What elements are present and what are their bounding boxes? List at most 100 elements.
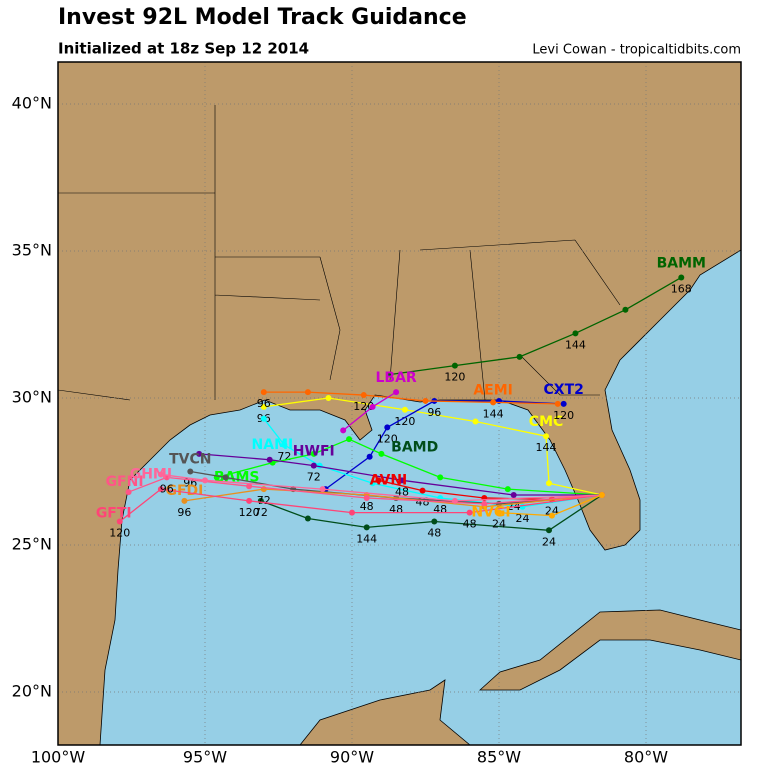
track-point <box>598 492 605 499</box>
model-label: AVNI <box>370 472 408 488</box>
track-line <box>390 276 682 376</box>
lon-label: 95°W <box>183 748 227 767</box>
track-point <box>560 400 567 407</box>
forecast-hour: 96 <box>177 506 191 519</box>
borders <box>58 105 621 401</box>
track-point <box>304 515 311 522</box>
lat-label: 35°N <box>12 241 52 260</box>
track-point <box>490 399 497 406</box>
track-line <box>128 476 602 505</box>
track-point <box>202 477 208 484</box>
track-point <box>196 450 203 457</box>
track-point <box>246 483 253 490</box>
forecast-hour: 144 <box>536 441 557 454</box>
track-point <box>363 494 370 501</box>
track-point <box>187 468 194 475</box>
forecast-hour: 96 <box>257 397 271 410</box>
track-point <box>260 403 267 410</box>
track-point <box>222 474 229 481</box>
model-label: BAMD <box>391 439 438 455</box>
model-label: GFTI <box>96 505 132 521</box>
forecast-hour: 48 <box>427 526 441 539</box>
track-point <box>678 274 685 281</box>
track-point <box>504 486 511 493</box>
model-label: TVCN <box>169 452 211 468</box>
subtitle: Initialized at 18z Sep 12 2014 <box>58 40 309 58</box>
track-point <box>340 427 347 434</box>
track-point <box>496 509 502 516</box>
graticule: 100°W 95°W 90°W 85°W 80°W 20°N 25°N 30°N 35°N 40°… <box>12 62 741 767</box>
track-point <box>246 497 253 504</box>
track-point <box>266 456 273 463</box>
title: Invest 92L Model Track Guidance <box>58 5 467 30</box>
track-point <box>451 497 458 504</box>
forecast-hour: 168 <box>671 282 692 295</box>
model-label: GFDI <box>165 483 203 499</box>
track-point <box>366 453 373 460</box>
model-label: GFNI <box>106 474 144 490</box>
track-point <box>554 400 561 407</box>
cuba <box>478 609 741 691</box>
track-point <box>349 509 355 516</box>
forecast-hour: 48 <box>433 503 447 516</box>
track-line <box>325 400 564 490</box>
track-point <box>360 392 367 399</box>
forecast-hour: 48 <box>360 500 374 513</box>
forecast-hour: 120 <box>377 432 398 445</box>
track-point <box>369 480 376 487</box>
track-point <box>369 403 376 410</box>
forecast-hour: 48 <box>389 503 403 516</box>
track-point <box>363 524 370 531</box>
track-point <box>545 480 552 487</box>
track-point <box>310 462 317 469</box>
track-point <box>125 489 132 496</box>
track-point <box>378 450 385 457</box>
forecast-hour: 120 <box>394 415 415 428</box>
track-point <box>398 477 405 484</box>
model-label: AEMI <box>473 382 513 398</box>
track-line <box>119 488 602 522</box>
track-point <box>431 518 438 525</box>
lon-label: 85°W <box>477 748 521 767</box>
track-point <box>543 433 550 440</box>
lat-label: 20°N <box>12 682 52 701</box>
track-point <box>548 512 555 519</box>
track-point <box>481 500 488 507</box>
track-point <box>157 471 164 478</box>
forecast-hour: 72 <box>257 494 271 507</box>
track-point <box>419 487 426 494</box>
track-point <box>375 477 382 484</box>
track-point <box>319 486 326 493</box>
lat-label: 30°N <box>12 388 52 407</box>
model-label: GHMI <box>130 466 172 482</box>
forecast-hour: 120 <box>239 506 260 519</box>
forecast-hour: 24 <box>542 535 556 548</box>
forecast-hour: 120 <box>553 409 574 422</box>
track-point <box>157 486 164 493</box>
model-label: CMC <box>529 414 563 430</box>
forecast-hour: 24 <box>492 518 506 531</box>
forecast-hour: 120 <box>444 371 465 384</box>
model-label: NAMI <box>252 437 294 453</box>
lat-label: 25°N <box>12 535 52 554</box>
model-label: LBAR <box>375 370 416 386</box>
track-point <box>510 492 517 499</box>
track-point <box>572 330 579 337</box>
lat-label: 40°N <box>12 94 52 113</box>
track-point <box>466 509 473 516</box>
track-point <box>310 450 317 457</box>
track-point <box>116 518 123 525</box>
track-point <box>393 389 400 396</box>
model-label: CXT2 <box>544 382 584 398</box>
model-label: BAMM <box>657 255 706 271</box>
track-point <box>260 389 267 396</box>
track-point <box>422 397 429 404</box>
track-point <box>281 442 288 449</box>
forecast-hour: 144 <box>483 407 504 420</box>
track-point <box>325 395 332 401</box>
forecast-hour: 120 <box>109 526 130 539</box>
forecast-hour: 72 <box>254 506 268 519</box>
lon-label: 100°W <box>31 748 86 767</box>
